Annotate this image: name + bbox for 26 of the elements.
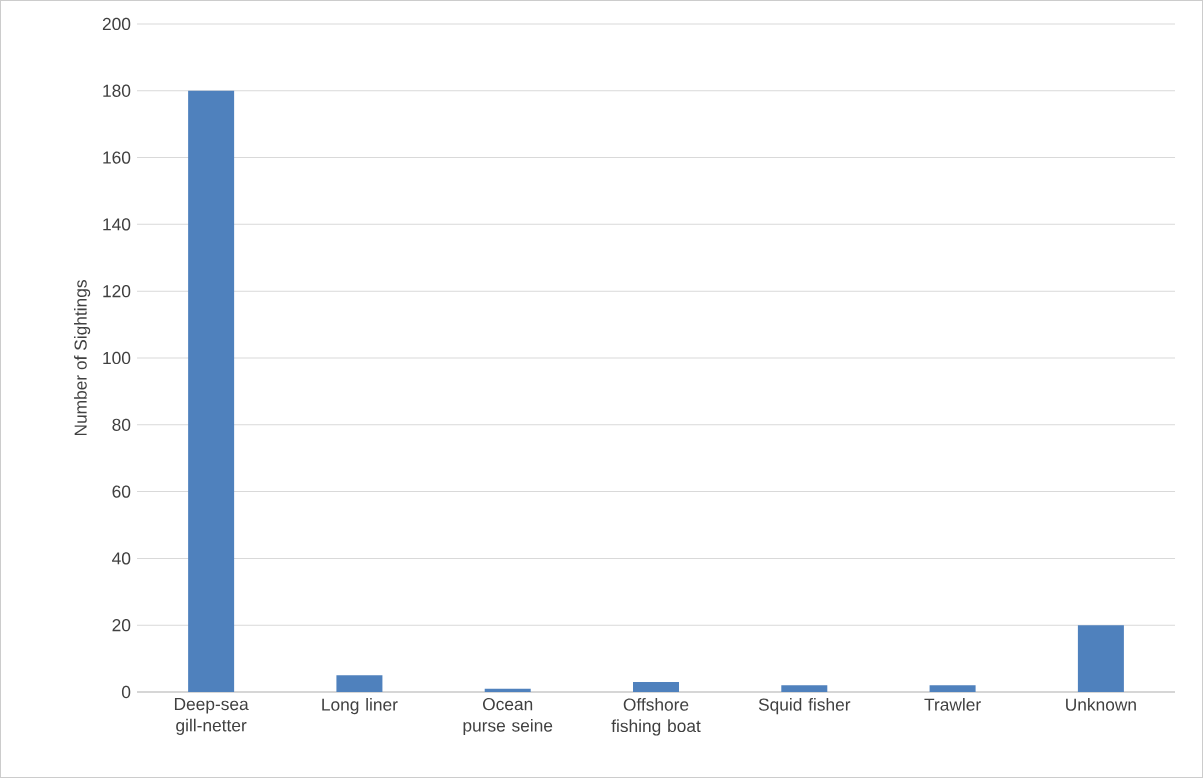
bar [1077,625,1124,693]
y-tick-label: 140 [103,218,131,231]
x-tick-label: Unknown [1066,698,1136,711]
y-tick-label: 60 [112,485,131,498]
y-tick-label: 200 [102,17,131,31]
x-tick-label: Ocean purse seine [463,698,553,736]
y-tick-label: 40 [112,552,131,565]
bar [929,685,976,693]
y-tick-label: 100 [103,351,131,365]
bar [336,675,383,693]
bar [633,682,680,693]
y-tick-label: 180 [103,84,131,97]
bar [484,688,531,693]
x-tick-label: Squid fisher [758,698,851,715]
x-tick-label: Deep-sea gill-netter [174,698,249,735]
y-axis-title: Number of Sightings [74,280,91,436]
bar [781,685,828,693]
y-tick-label: 80 [112,418,131,431]
y-tick-label: 160 [103,151,131,164]
x-tick-label: Offshore fishing boat [611,698,701,736]
y-tick-label: 20 [112,619,131,632]
bar [188,90,235,693]
y-tick-label: 120 [103,285,131,298]
x-tick-label: Long liner [322,698,398,715]
y-tick-label: 0 [121,685,131,699]
x-tick-label: Trawler [924,698,981,711]
